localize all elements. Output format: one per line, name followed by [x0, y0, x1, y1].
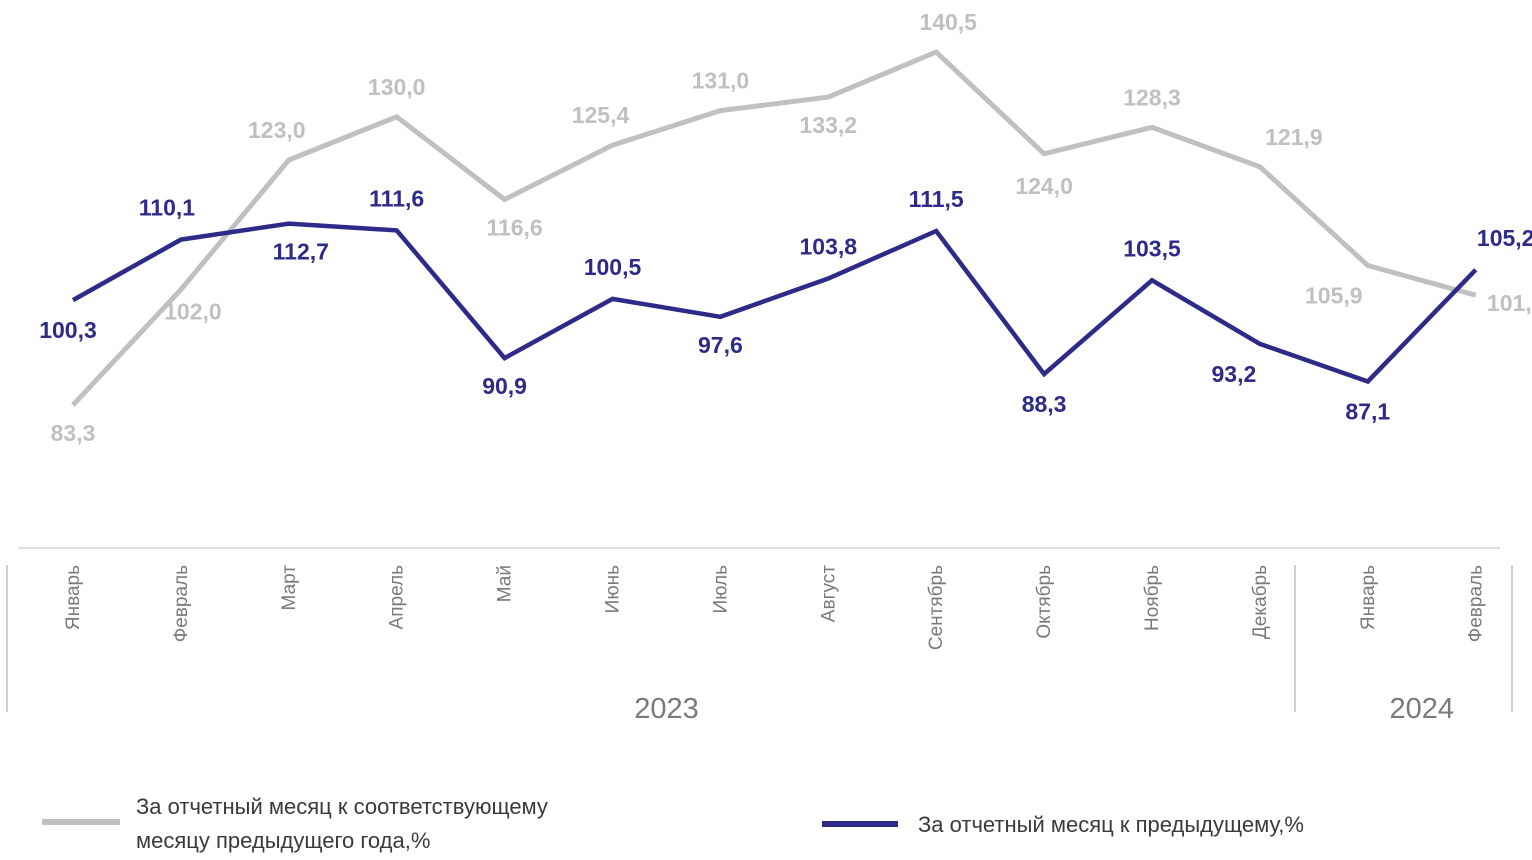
x-tick-label: Январь — [63, 565, 84, 630]
legend: За отчетный месяц к соответствующему меся… — [42, 794, 1304, 853]
data-label-mom: 90,9 — [482, 373, 527, 399]
x-tick-label: Декабрь — [1250, 565, 1271, 639]
data-label-mom: 87,1 — [1345, 399, 1390, 425]
series-layer — [71, 49, 1478, 407]
x-tick-label: Июль — [710, 565, 731, 614]
data-label-yoy: 133,2 — [800, 112, 858, 138]
data-label-yoy: 121,9 — [1265, 124, 1323, 150]
x-tick-label: Январь — [1358, 565, 1379, 630]
data-label-yoy: 116,6 — [486, 215, 542, 241]
x-tick-label: Март — [279, 565, 300, 611]
legend-label-yoy: За отчетный месяц к соответствующему — [136, 794, 548, 819]
x-tick-label: Ноябрь — [1142, 565, 1163, 631]
data-label-yoy: 102,0 — [164, 299, 222, 325]
data-label-yoy: 83,3 — [51, 420, 96, 446]
data-label-yoy: 123,0 — [248, 117, 306, 143]
data-label-yoy: 101,1 — [1487, 290, 1532, 316]
data-label-yoy: 105,9 — [1305, 283, 1363, 309]
legend-label-yoy: месяцу предыдущего года,% — [136, 828, 430, 853]
legend-label-mom: За отчетный месяц к предыдущему,% — [918, 812, 1304, 837]
data-label-yoy: 130,0 — [368, 74, 426, 100]
series-line-yoy — [71, 49, 1477, 407]
x-tick-label: Сентябрь — [926, 565, 947, 650]
data-label-mom: 88,3 — [1022, 391, 1067, 417]
x-tick-label: Апрель — [387, 565, 408, 630]
data-label-yoy: 128,3 — [1123, 84, 1181, 110]
data-label-layer: 83,3 102,0 123,0 130,0 116,6 125,4 131,0 133,2 1… — [39, 9, 1532, 446]
data-label-yoy: 131,0 — [692, 68, 750, 94]
data-label-mom: 100,3 — [39, 317, 97, 343]
x-tick-label: Октябрь — [1034, 565, 1055, 639]
data-label-mom: 111,6 — [369, 185, 424, 211]
data-label-mom: 112,7 — [273, 239, 329, 265]
data-label-mom: 103,8 — [800, 234, 858, 260]
data-label-yoy: 124,0 — [1015, 173, 1073, 199]
year-label: 2024 — [1390, 693, 1455, 725]
x-tick-label: Август — [818, 565, 839, 622]
data-label-yoy: 125,4 — [572, 102, 630, 128]
data-label-mom: 100,5 — [584, 254, 642, 280]
data-label-mom: 93,2 — [1212, 361, 1257, 387]
series-line-mom — [71, 221, 1478, 385]
x-tick-label: Июнь — [603, 565, 624, 613]
data-label-mom: 105,2 — [1477, 225, 1532, 251]
data-label-mom: 97,6 — [698, 332, 743, 358]
x-tick-label: Май — [495, 565, 516, 602]
year-label: 2023 — [634, 693, 699, 725]
x-tick-label: Февраль — [171, 565, 192, 642]
x-axis: Январь Февраль Март Апрель Май Июнь Июль Август… — [6, 547, 1513, 725]
data-label-mom: 111,5 — [909, 186, 964, 212]
data-label-mom: 103,5 — [1123, 235, 1181, 261]
data-label-mom: 110,1 — [139, 195, 195, 221]
data-label-yoy: 140,5 — [919, 9, 977, 35]
x-tick-label: Февраль — [1466, 565, 1487, 642]
